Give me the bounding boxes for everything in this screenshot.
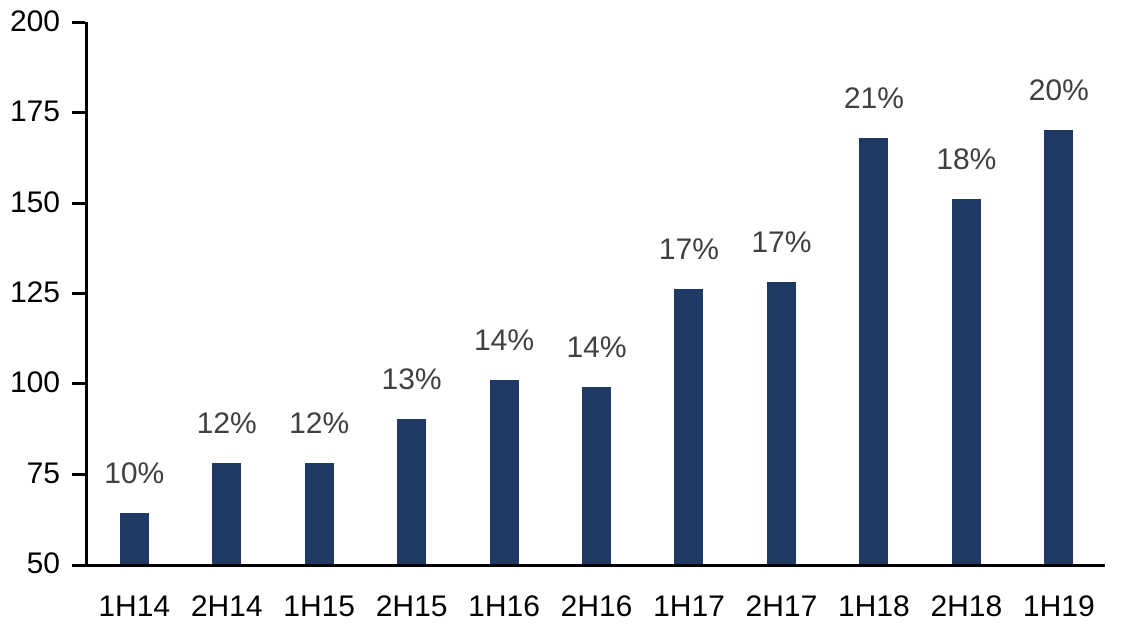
bar xyxy=(674,289,704,564)
bar xyxy=(212,462,242,564)
y-axis-tick-mark xyxy=(72,111,85,115)
bar xyxy=(1044,130,1074,564)
y-axis-tick-mark xyxy=(72,472,85,476)
bar xyxy=(397,419,427,564)
bar xyxy=(951,199,981,564)
x-axis-category-label: 2H17 xyxy=(745,590,818,623)
y-axis-tick-label: 200 xyxy=(9,5,60,38)
x-axis-category-label: 2H18 xyxy=(930,590,1003,623)
y-axis-tick-label: 175 xyxy=(9,95,60,129)
bar xyxy=(582,386,611,564)
bar-value-label: 18% xyxy=(936,143,997,177)
bar-value-label: 21% xyxy=(843,81,904,115)
x-axis-category-label: 1H15 xyxy=(283,590,355,623)
y-axis-tick-mark xyxy=(72,292,85,295)
bar-value-label: 20% xyxy=(1028,74,1089,108)
y-axis-line xyxy=(85,22,88,567)
x-axis-line xyxy=(72,564,1105,567)
y-axis-tick-label: 150 xyxy=(9,185,60,219)
y-axis-tick-label: 75 xyxy=(26,456,60,490)
y-axis-tick-label: 100 xyxy=(9,366,60,400)
bar xyxy=(859,137,889,564)
x-axis-category-label: 1H19 xyxy=(1022,590,1095,623)
y-axis-tick-label: 125 xyxy=(9,276,60,309)
bar-value-label: 14% xyxy=(566,330,627,364)
bar-value-label: 14% xyxy=(474,323,535,357)
y-axis-tick-mark xyxy=(72,21,85,24)
y-axis-tick-mark xyxy=(72,382,85,386)
x-axis-category-label: 1H16 xyxy=(468,590,540,623)
x-axis-category-label: 1H14 xyxy=(98,590,171,623)
bar xyxy=(489,379,519,564)
bar-value-label: 17% xyxy=(658,233,719,267)
bar xyxy=(304,462,334,564)
bar-value-label: 17% xyxy=(751,226,812,260)
bar-value-label: 10% xyxy=(104,457,165,491)
x-axis-category-label: 2H15 xyxy=(375,590,448,623)
x-axis-category-label: 2H14 xyxy=(190,590,263,623)
bar-value-label: 12% xyxy=(196,406,257,440)
bar xyxy=(766,282,796,564)
x-axis-category-label: 1H17 xyxy=(653,590,725,623)
bar xyxy=(119,513,149,564)
bar-value-label: 13% xyxy=(381,363,442,397)
bar-value-label: 12% xyxy=(289,406,350,440)
y-axis-tick-label: 50 xyxy=(26,547,60,580)
y-axis-tick-mark xyxy=(72,201,85,205)
x-axis-category-label: 1H18 xyxy=(838,590,910,623)
x-axis-category-label: 2H16 xyxy=(560,590,633,623)
